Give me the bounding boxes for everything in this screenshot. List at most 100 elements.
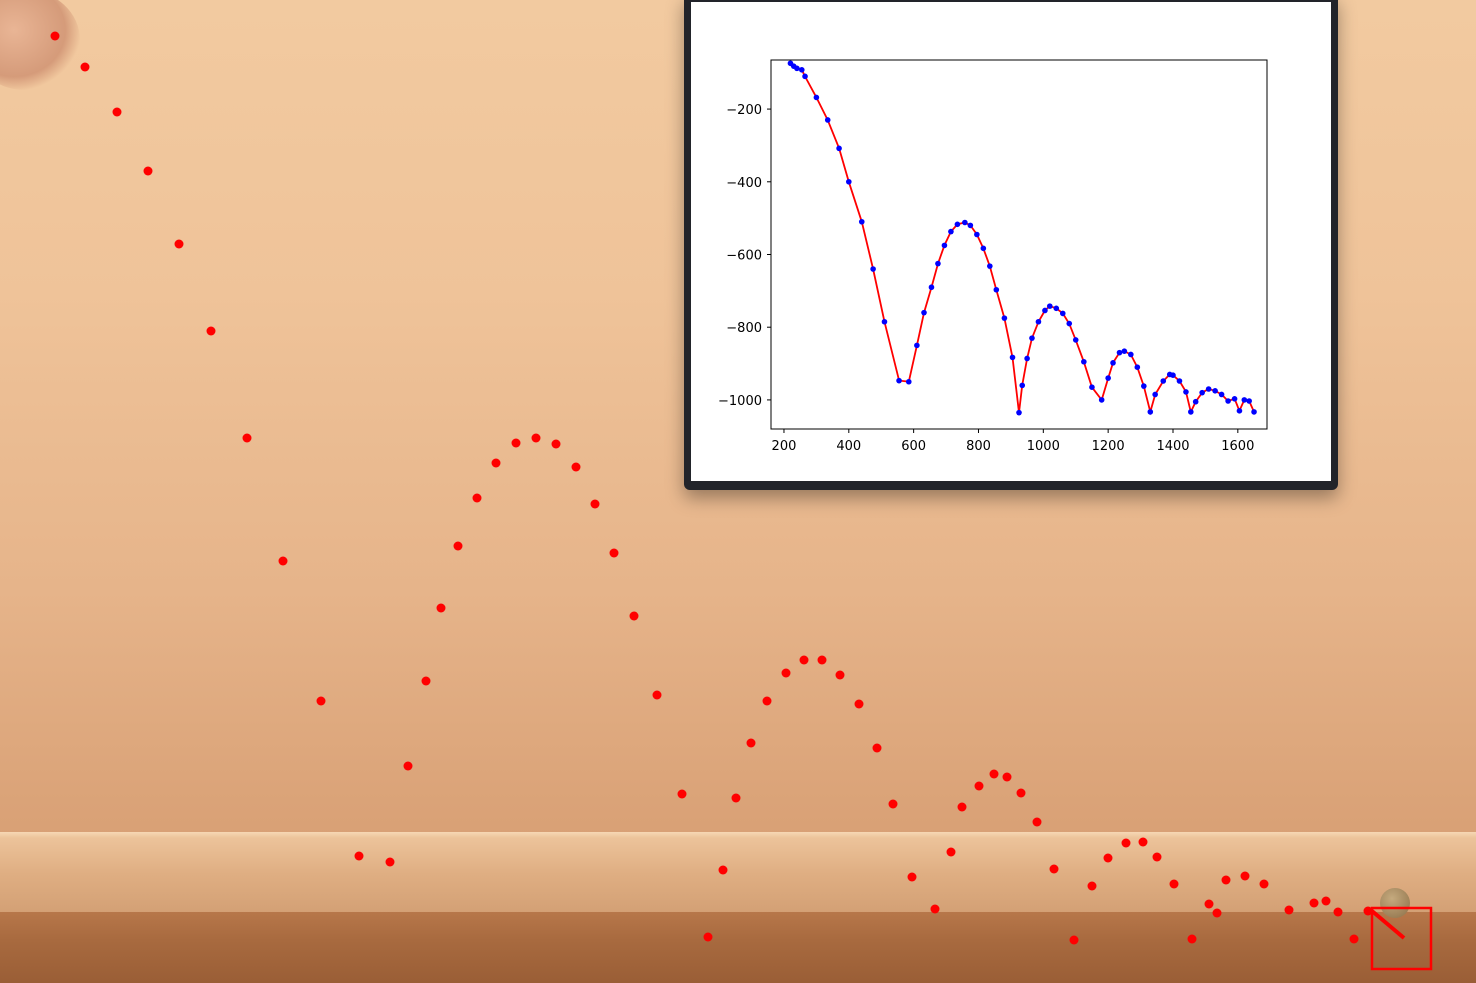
data-point: [881, 318, 888, 325]
tracked-point: [989, 769, 999, 779]
data-point: [1029, 335, 1035, 341]
fitted-curve: [789, 62, 1255, 416]
tracked-point: [907, 872, 917, 882]
data-point: [987, 263, 993, 269]
tracked-point: [1259, 879, 1269, 889]
data-point: [813, 94, 820, 101]
data-point: [928, 284, 935, 291]
tracked-point: [1152, 852, 1162, 862]
data-point: [1246, 398, 1252, 404]
tracked-point: [854, 699, 864, 709]
tracked-point: [1240, 871, 1250, 881]
x-tick-label: 1400: [1156, 439, 1189, 454]
tracked-point: [652, 690, 662, 700]
data-point: [896, 377, 902, 384]
tracked-point: [531, 433, 541, 443]
x-tick-label: 1200: [1092, 439, 1125, 454]
tracked-point: [1363, 906, 1373, 916]
tracked-point: [609, 548, 619, 558]
tracked-point: [1121, 838, 1131, 848]
tracked-point: [1138, 837, 1148, 847]
data-point: [948, 228, 954, 235]
x-tick-label: 600: [901, 439, 926, 454]
data-point: [1236, 408, 1243, 414]
data-point: [858, 218, 865, 225]
data-point: [967, 222, 974, 229]
data-point: [1046, 303, 1053, 309]
data-point: [802, 73, 808, 80]
tracked-point: [403, 761, 413, 771]
tracked-point: [1309, 898, 1319, 908]
data-point: [962, 219, 968, 226]
tracked-point: [629, 611, 639, 621]
tracked-point: [472, 493, 482, 503]
data-point: [870, 266, 876, 272]
y-tick-label: −400: [726, 176, 762, 191]
data-point: [824, 117, 831, 123]
data-point: [836, 145, 842, 152]
data-point: [905, 378, 912, 385]
data-point: [1134, 364, 1141, 370]
tracked-point: [421, 676, 431, 686]
y-tick-label: −800: [726, 321, 762, 336]
plot-area-border: [770, 59, 1268, 430]
data-point: [1225, 398, 1231, 404]
data-point: [1251, 409, 1257, 415]
tracked-point: [571, 462, 581, 472]
tracked-positions: [50, 31, 1373, 945]
tracked-point: [957, 802, 967, 812]
tracked-point: [1069, 935, 1079, 945]
tracked-point: [677, 789, 687, 799]
data-point: [1188, 409, 1194, 415]
data-point: [1212, 388, 1218, 394]
tracked-point: [491, 458, 501, 468]
data-point: [1170, 372, 1176, 378]
data-point: [935, 260, 941, 267]
data-point: [1160, 378, 1167, 384]
x-tick-label: 400: [836, 439, 861, 454]
tracked-point: [511, 438, 521, 448]
data-point: [1128, 351, 1134, 358]
data-point: [1035, 318, 1042, 325]
baseboard: [0, 832, 1476, 916]
data-point: [1066, 320, 1073, 327]
tracked-point: [174, 239, 184, 249]
data-point: [1199, 389, 1205, 396]
tracked-point: [1032, 817, 1042, 827]
data-point: [1059, 310, 1066, 317]
tracked-point: [799, 655, 809, 665]
tracked-point: [1204, 899, 1214, 909]
tracked-point: [835, 670, 845, 680]
tracked-point: [1349, 934, 1359, 944]
chart-canvas: [691, 2, 1331, 481]
fit-line: [789, 62, 1255, 416]
data-point: [846, 178, 852, 185]
data-point: [980, 245, 987, 252]
data-point: [1016, 409, 1022, 416]
tracked-point: [242, 433, 252, 443]
tracked-point: [974, 781, 984, 791]
tracked-point: [930, 904, 940, 914]
data-point: [993, 286, 1000, 293]
data-point: [794, 65, 800, 72]
tracked-point: [1016, 788, 1026, 798]
data-point: [1192, 398, 1199, 405]
data-point: [1147, 409, 1154, 415]
tracked-point: [1187, 934, 1197, 944]
data-point: [921, 309, 927, 316]
data-point: [954, 221, 961, 228]
tracked-point: [762, 696, 772, 706]
data-point: [1183, 389, 1189, 395]
tracked-point: [1212, 908, 1222, 918]
data-point: [941, 242, 948, 249]
trajectory-chart: 200 400 600 800 1000 1200 1400 1600 −200 −400 −60…: [718, 59, 1268, 454]
tracked-point: [872, 743, 882, 753]
data-point: [1105, 375, 1111, 381]
tracked-point: [1284, 905, 1294, 915]
tracked-point: [718, 865, 728, 875]
data-point: [1205, 386, 1212, 392]
y-tick-label: −600: [726, 248, 762, 263]
tracked-point: [80, 62, 90, 72]
tracked-point: [703, 932, 713, 942]
